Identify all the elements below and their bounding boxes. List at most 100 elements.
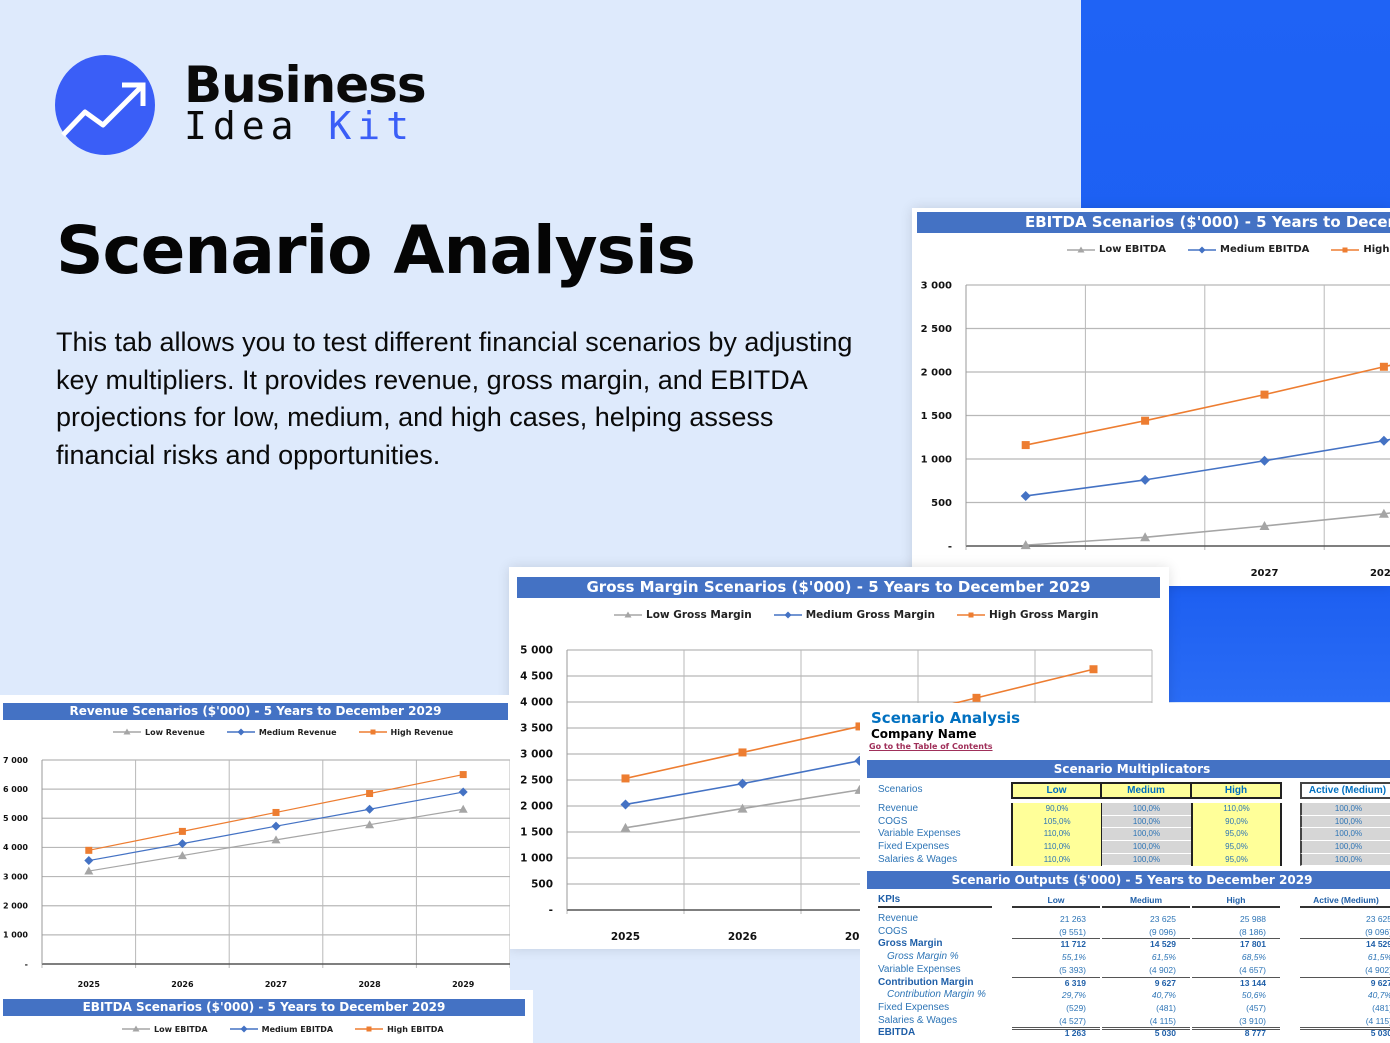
multiplier-low[interactable]: 110,0% <box>1011 853 1102 867</box>
output-active: 9 627 <box>1370 977 1390 988</box>
y-tick-label: 2 000 <box>520 801 553 813</box>
multiplier-row: Variable Expenses 110,0% 100,0% 95,0% 10… <box>860 828 1390 842</box>
legend-item: Medium Revenue <box>226 727 337 737</box>
scenarios-label: Scenarios <box>878 784 923 795</box>
output-high: (457) <box>1246 1002 1266 1013</box>
chart-plot: - 1 000 2 000 3 000 4 000 5 000 6 000 7 000 2025… <box>3 756 510 989</box>
data-point <box>1260 390 1269 399</box>
col-high: High <box>1190 782 1282 799</box>
output-medium: (9 096) <box>1102 926 1190 940</box>
output-high: 17 801 <box>1240 939 1266 950</box>
x-tick-label: 2027 <box>1251 568 1279 579</box>
multiplier-row: Salaries & Wages 110,0% 100,0% 95,0% 100… <box>860 853 1390 867</box>
y-tick-label: 2 000 <box>3 902 28 911</box>
data-point <box>1140 474 1151 485</box>
output-low: 1 263 <box>1064 1028 1086 1039</box>
legend-label: High EBITDA <box>1363 244 1390 255</box>
legend-label: Low EBITDA <box>1099 244 1166 255</box>
x-tick-label: 2029 <box>452 980 475 989</box>
legend-label: High EBITDA <box>387 1024 444 1034</box>
data-point <box>1378 435 1389 446</box>
toc-link[interactable]: Go to the Table of Contents <box>869 742 993 751</box>
y-tick-label: - <box>549 905 553 917</box>
multiplier-high[interactable]: 95,0% <box>1191 853 1282 867</box>
chart-title: Gross Margin Scenarios ($'000) - 5 Years… <box>517 577 1160 598</box>
legend-label: Low EBITDA <box>154 1024 208 1034</box>
output-active: 5 030 <box>1370 1028 1390 1039</box>
multiplier-high[interactable]: 110,0% <box>1191 803 1282 816</box>
multiplier-low[interactable]: 90,0% <box>1011 803 1102 816</box>
output-low: 55,1% <box>1061 952 1086 963</box>
data-point <box>271 835 281 844</box>
output-low: (5 393) <box>1012 964 1100 978</box>
kpi-col-medium: Medium <box>1102 894 1190 908</box>
y-tick-label: 4 000 <box>520 697 553 709</box>
outputs-header: Scenario Outputs ($'000) - 5 Years to De… <box>867 871 1390 889</box>
kpi-col-active: Active (Medium) <box>1300 894 1390 908</box>
legend-label: Low Revenue <box>145 727 205 737</box>
multiplier-medium[interactable]: 100,0% <box>1102 841 1191 854</box>
output-medium: 5 030 <box>1154 1028 1176 1039</box>
output-active: 61,5% <box>1367 952 1390 963</box>
output-label: COGS <box>878 925 908 937</box>
legend-marker <box>784 611 792 619</box>
data-point <box>272 808 280 816</box>
data-point <box>737 778 748 789</box>
data-point <box>855 722 864 731</box>
legend-marker <box>1342 247 1348 252</box>
multiplier-low[interactable]: 105,0% <box>1011 815 1102 829</box>
multiplier-active: 100,0% <box>1300 803 1390 816</box>
multiplier-low[interactable]: 110,0% <box>1011 828 1102 842</box>
legend-marker <box>366 1026 372 1032</box>
multiplier-label: Variable Expenses <box>878 828 961 840</box>
output-low: 29,7% <box>1061 990 1086 1001</box>
multiplier-medium[interactable]: 100,0% <box>1102 803 1191 816</box>
output-low: 11 712 <box>1060 939 1086 950</box>
legend-label: Medium EBITDA <box>1220 244 1310 255</box>
col-medium: Medium <box>1100 782 1192 799</box>
data-point <box>177 851 187 860</box>
data-point <box>84 856 94 866</box>
y-tick-label: - <box>25 960 28 969</box>
company-name: Company Name <box>871 727 977 741</box>
chart-legend: Low Gross Margin Medium Gross Margin High … <box>614 609 1098 621</box>
output-high: 50,6% <box>1241 990 1266 1001</box>
page-description: This tab allows you to test different fi… <box>56 327 853 471</box>
legend-label: Medium Gross Margin <box>805 609 935 621</box>
legend-item: Medium Gross Margin <box>773 609 935 621</box>
data-point <box>620 822 631 832</box>
data-point <box>459 771 467 779</box>
x-tick-label: 2025 <box>78 980 101 989</box>
output-medium: 23 625 <box>1150 914 1176 924</box>
multiplier-high[interactable]: 95,0% <box>1191 841 1282 854</box>
y-tick-label: 4 500 <box>520 671 553 683</box>
y-tick-label: 3 000 <box>520 749 553 761</box>
multiplier-label: Salaries & Wages <box>878 853 958 865</box>
page-title: Scenario Analysis <box>56 212 696 289</box>
output-high: 13 144 <box>1240 977 1266 988</box>
chart-title: EBITDA Scenarios ($'000) - 5 Years to De… <box>917 212 1390 233</box>
multiplier-medium[interactable]: 100,0% <box>1102 815 1191 829</box>
data-point <box>85 846 93 854</box>
output-row: Variable Expenses (5 393) (4 902) (4 657… <box>878 964 1390 978</box>
legend-marker <box>1077 246 1085 252</box>
multiplier-low[interactable]: 110,0% <box>1011 841 1102 854</box>
y-tick-label: 500 <box>931 498 952 509</box>
output-medium: (481) <box>1156 1002 1176 1013</box>
multiplier-high[interactable]: 95,0% <box>1191 828 1282 842</box>
legend-label: Low Gross Margin <box>646 609 752 621</box>
legend-item: High EBITDA <box>1331 244 1390 255</box>
multiplier-high[interactable]: 90,0% <box>1191 815 1282 829</box>
output-row: Gross Margin 11 712 14 529 17 801 14 529 <box>878 938 1390 951</box>
multiplier-medium[interactable]: 100,0% <box>1102 828 1191 842</box>
series-line-medium-ebitda <box>1025 438 1390 497</box>
lower-ebitda-chart-panel: EBITDA Scenarios ($'000) - 5 Years to De… <box>0 990 533 1043</box>
data-point <box>458 787 468 797</box>
output-high: (4 657) <box>1192 964 1280 978</box>
chart-legend: Low EBITDA Medium EBITDA High EBITDA <box>122 1024 444 1034</box>
multiplier-medium[interactable]: 100,0% <box>1102 853 1191 867</box>
chart-title: Revenue Scenarios ($'000) - 5 Years to D… <box>3 703 508 720</box>
output-row: Salaries & Wages (4 527) (4 115) (3 910)… <box>878 1015 1390 1031</box>
output-low: (9 551) <box>1012 926 1100 940</box>
legend-item: Low Revenue <box>113 727 205 737</box>
